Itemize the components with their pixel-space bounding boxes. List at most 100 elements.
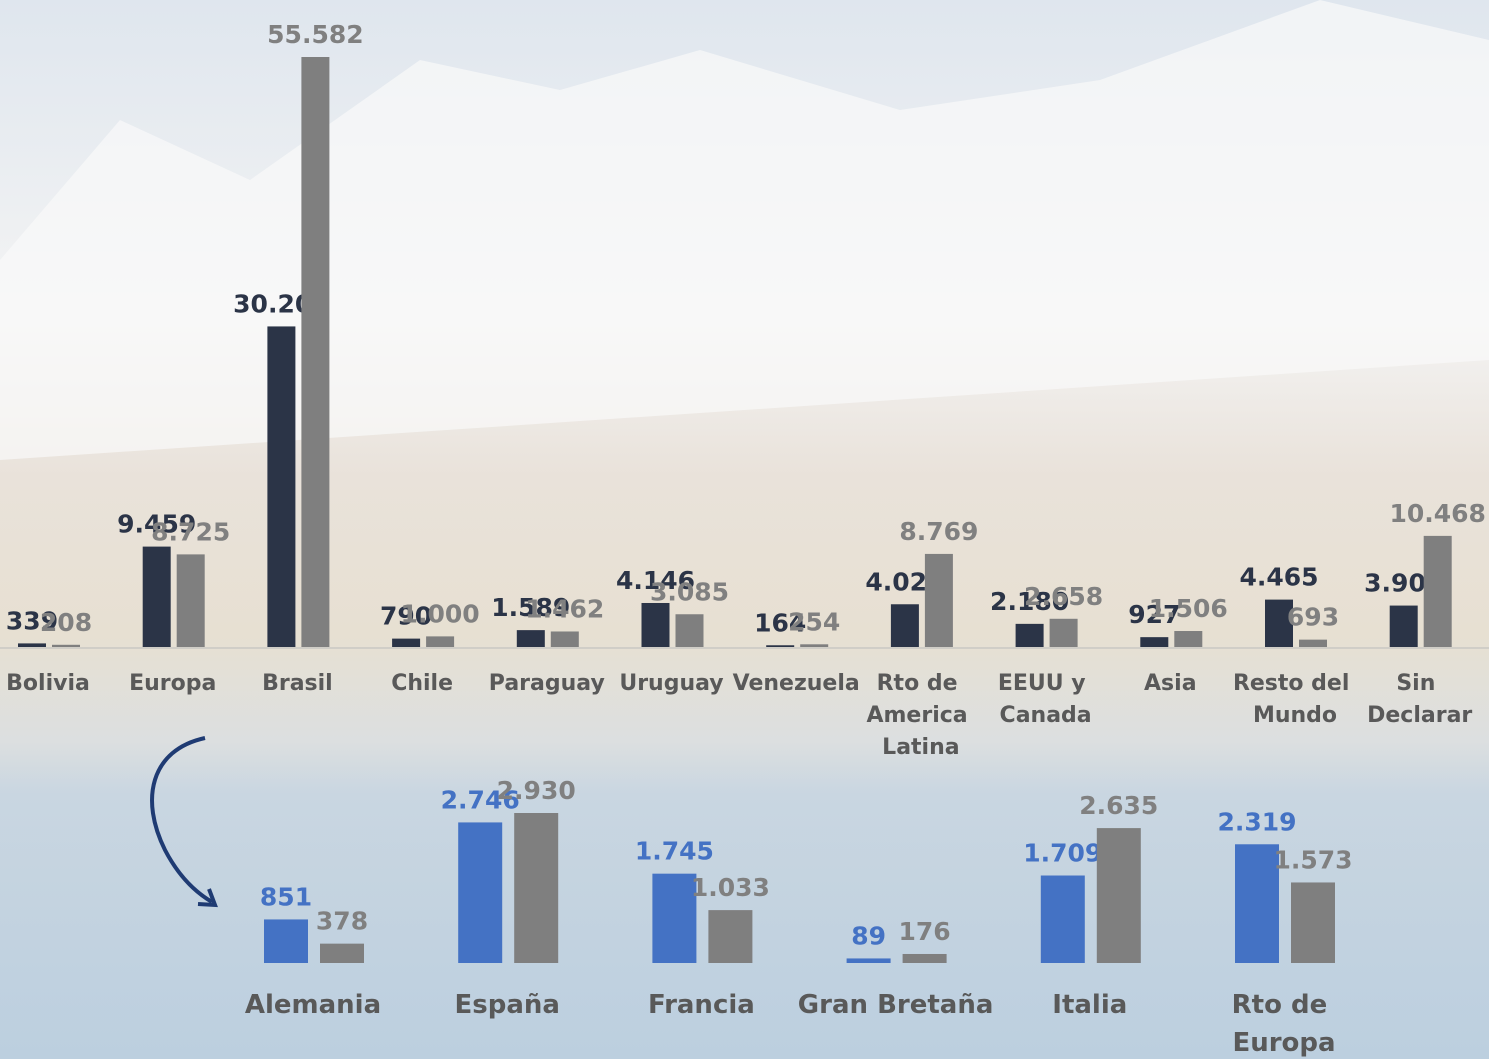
bar — [641, 602, 670, 647]
data-label: 10.468 — [1389, 499, 1485, 528]
x-tick-label: Resto del Mundo — [1233, 671, 1357, 728]
x-tick-line: Uruguay — [619, 671, 723, 696]
data-label: 2.180 — [990, 587, 1069, 616]
bar — [1299, 639, 1327, 647]
bar — [800, 644, 829, 647]
x-tick-line: Alemania — [245, 990, 381, 1020]
x-tick-label: Chile — [391, 671, 453, 696]
bar — [392, 638, 421, 647]
bar — [176, 554, 205, 647]
bar — [18, 643, 46, 647]
bar — [1015, 623, 1044, 647]
x-tick-line: Paraguay — [489, 671, 605, 696]
data-label: 2.319 — [1217, 807, 1296, 836]
x-tick-line: EEUU y — [998, 671, 1093, 696]
bar — [1140, 637, 1169, 647]
data-label: 3.085 — [650, 577, 729, 606]
bar — [902, 953, 947, 963]
x-tick-line: España — [454, 990, 559, 1020]
data-label: 1.709 — [1023, 839, 1102, 868]
x-tick-line: Brasil — [262, 671, 333, 696]
mountains — [0, 0, 1489, 460]
data-label: 55.582 — [267, 20, 363, 49]
x-tick-line: Venezuela — [733, 671, 860, 696]
bar — [766, 645, 795, 647]
data-label: 9.459 — [117, 510, 196, 539]
bar — [652, 873, 697, 963]
x-tick-label: Europa — [129, 671, 216, 696]
data-label: 1.462 — [525, 594, 604, 623]
x-tick-line: America — [866, 703, 975, 728]
data-label: 208 — [40, 608, 92, 637]
x-tick-line: Chile — [391, 671, 453, 696]
bar — [675, 614, 704, 647]
bar — [1174, 631, 1203, 647]
data-label: 176 — [899, 917, 951, 946]
arrow-head — [197, 888, 218, 908]
x-tick-label: Rto de Europa — [1232, 990, 1337, 1058]
data-label: 4.465 — [1239, 563, 1318, 592]
data-label: 2.658 — [1024, 582, 1103, 611]
data-label: 790 — [380, 602, 432, 631]
bar — [1389, 605, 1418, 647]
data-label: 851 — [260, 882, 312, 911]
x-tick-line: Italia — [1052, 990, 1127, 1020]
bar — [1049, 618, 1078, 647]
data-label: 378 — [316, 907, 368, 936]
data-label: 1.589 — [491, 593, 570, 622]
x-tick-line: Francia — [648, 990, 755, 1020]
x-tick-line: Canada — [1000, 703, 1092, 728]
x-tick-line: Resto del — [1233, 671, 1357, 696]
x-tick-line: Mundo — [1253, 703, 1337, 728]
x-tick-label: EEUU y Canada — [998, 671, 1093, 728]
bar — [426, 636, 455, 647]
bar — [264, 919, 308, 963]
x-tick-line: Rto de — [877, 671, 966, 696]
data-label: 1.033 — [691, 873, 770, 902]
bar — [890, 604, 919, 647]
x-tick-label: Alemania — [245, 990, 381, 1020]
x-tick-label: Rto de America Latina — [866, 671, 975, 760]
bar — [1291, 882, 1335, 963]
bar — [924, 553, 953, 647]
x-tick-label: Sin Declarar — [1367, 671, 1472, 728]
data-label: 2.746 — [441, 785, 520, 814]
x-tick-line: Asia — [1144, 671, 1197, 696]
data-label: 164 — [754, 608, 806, 637]
bar — [1265, 599, 1293, 647]
x-tick-label: Uruguay — [619, 671, 723, 696]
bar — [301, 57, 330, 647]
bar — [846, 958, 891, 963]
bar — [708, 910, 753, 963]
data-label: 1.745 — [635, 837, 714, 866]
bar — [142, 546, 171, 647]
bar — [1096, 828, 1141, 963]
x-tick-label: Bolivia — [6, 671, 90, 696]
bar — [516, 630, 545, 647]
x-tick-label: Asia — [1144, 671, 1197, 696]
x-tick-line: Gran Bretaña — [798, 990, 994, 1020]
data-label: 1.506 — [1149, 594, 1228, 623]
data-label: 1.573 — [1273, 845, 1352, 874]
bar — [1423, 535, 1452, 647]
bar — [458, 822, 503, 963]
bar — [550, 631, 579, 647]
x-tick-line: Europa — [1232, 1028, 1335, 1058]
bar — [320, 943, 364, 963]
x-tick-label: España — [454, 990, 559, 1020]
bar — [1235, 844, 1279, 963]
x-tick-label: Brasil — [262, 671, 333, 696]
x-tick-line: Europa — [129, 671, 216, 696]
data-label: 4.146 — [616, 566, 695, 595]
x-tick-line: Bolivia — [6, 671, 90, 696]
data-label: 693 — [1287, 603, 1339, 632]
x-tick-label: Francia — [648, 990, 755, 1020]
x-tick-label: Paraguay — [489, 671, 605, 696]
data-label: 8.769 — [899, 517, 978, 546]
data-label: 254 — [788, 607, 840, 636]
x-tick-line: Latina — [882, 735, 959, 760]
x-tick-label: Venezuela — [733, 671, 860, 696]
x-tick-line: Declarar — [1367, 703, 1472, 728]
bar — [267, 326, 296, 647]
